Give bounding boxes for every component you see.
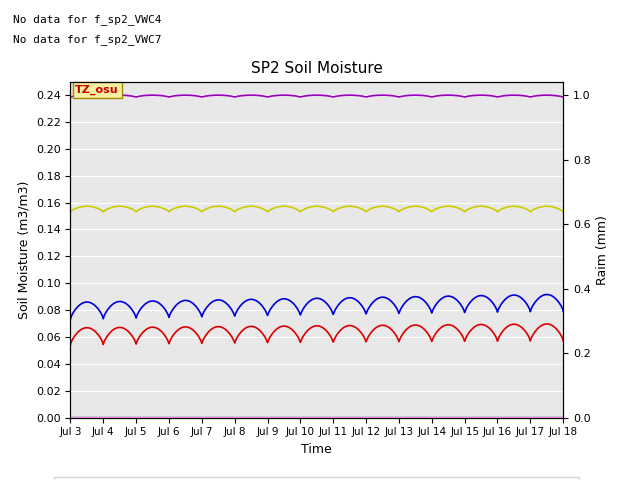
Y-axis label: Raim (mm): Raim (mm) — [596, 215, 609, 285]
Text: No data for f_sp2_VWC4: No data for f_sp2_VWC4 — [13, 14, 161, 25]
Text: TZ_osu: TZ_osu — [76, 85, 119, 96]
Y-axis label: Soil Moisture (m3/m3): Soil Moisture (m3/m3) — [17, 180, 30, 319]
X-axis label: Time: Time — [301, 443, 332, 456]
Title: SP2 Soil Moisture: SP2 Soil Moisture — [251, 61, 383, 76]
Text: No data for f_sp2_VWC7: No data for f_sp2_VWC7 — [13, 34, 161, 45]
Legend: sp2_VWC1, sp2_VWC2, sp2_VWC3, sp2_VWC5, sp2_VWC6, sp2_Rain: sp2_VWC1, sp2_VWC2, sp2_VWC3, sp2_VWC5, … — [54, 477, 579, 480]
